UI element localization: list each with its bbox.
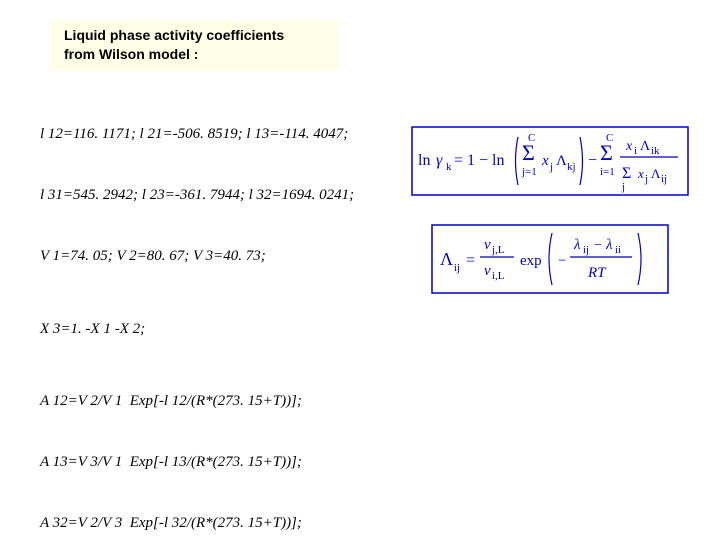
svg-text:Λ: Λ — [440, 249, 453, 269]
svg-text:ij: ij — [583, 244, 589, 256]
svg-text:ln: ln — [418, 152, 430, 169]
svg-text:C: C — [606, 132, 613, 144]
svg-text:i,L: i,L — [492, 270, 505, 282]
svg-text:j: j — [644, 173, 648, 185]
title-line1: Liquid phase activity coefficients — [64, 26, 324, 45]
svg-text:−: − — [594, 238, 602, 253]
svg-text:ik: ik — [651, 145, 660, 157]
wilson-formula-figure: ln γ k = 1 − ln Σ j=1 C x j Λ kj − Σ i=1… — [410, 125, 690, 305]
svg-text:Λ: Λ — [640, 139, 651, 154]
svg-text:ii: ii — [615, 244, 621, 256]
svg-text:γ: γ — [436, 152, 443, 169]
svg-text:C: C — [528, 132, 535, 144]
svg-text:λ: λ — [573, 237, 581, 253]
svg-text:j=1: j=1 — [521, 166, 537, 178]
title-box: Liquid phase activity coefficients from … — [50, 20, 338, 70]
svg-text:k: k — [446, 161, 452, 173]
svg-text:=: = — [466, 252, 475, 269]
svg-text:i: i — [634, 145, 637, 157]
svg-text:j: j — [621, 181, 625, 193]
x3-line: X 3=1. -X 1 -X 2; — [40, 319, 690, 339]
svg-text:i=1: i=1 — [600, 166, 615, 178]
svg-text:kj: kj — [567, 161, 576, 173]
svg-text:j,L: j,L — [491, 244, 505, 256]
svg-text:j: j — [549, 161, 553, 173]
svg-text:Λ: Λ — [651, 166, 661, 181]
svg-text:ij: ij — [661, 173, 667, 185]
svg-text:v: v — [484, 237, 491, 253]
page: Liquid phase activity coefficients from … — [0, 0, 720, 540]
aij-l1: A 12=V 2/V 1 Exp[-l 12/(R*(273. 15+T))]; — [40, 391, 690, 411]
title-line2: from Wilson model : — [64, 45, 324, 64]
svg-text:Λ: Λ — [556, 153, 567, 169]
svg-text:x: x — [625, 139, 633, 154]
svg-text:ij: ij — [454, 262, 460, 274]
svg-text:−: − — [588, 152, 597, 169]
svg-text:exp: exp — [520, 253, 542, 269]
svg-text:= 1 − ln: = 1 − ln — [454, 152, 505, 169]
svg-text:λ: λ — [605, 237, 613, 253]
svg-text:x: x — [637, 166, 644, 181]
svg-text:x: x — [541, 153, 549, 169]
aij-l3: A 32=V 2/V 3 Exp[-l 32/(R*(273. 15+T))]; — [40, 513, 690, 533]
svg-text:Σ: Σ — [622, 165, 631, 182]
svg-text:−: − — [558, 253, 566, 269]
svg-text:v: v — [484, 263, 491, 279]
aij-l2: A 13=V 3/V 1 Exp[-l 13/(R*(273. 15+T))]; — [40, 452, 690, 472]
svg-text:RT: RT — [587, 265, 607, 281]
aij-block: A 12=V 2/V 1 Exp[-l 12/(R*(273. 15+T))];… — [40, 351, 690, 540]
